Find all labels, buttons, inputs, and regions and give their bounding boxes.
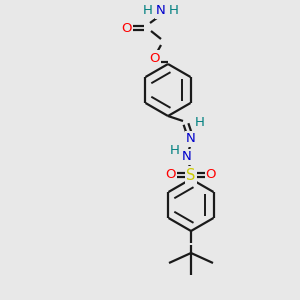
Text: S: S bbox=[186, 167, 196, 182]
Text: N: N bbox=[156, 4, 166, 17]
Text: N: N bbox=[182, 151, 192, 164]
Text: H: H bbox=[195, 116, 205, 128]
Text: O: O bbox=[122, 22, 132, 34]
Text: O: O bbox=[206, 169, 216, 182]
Text: H: H bbox=[169, 4, 179, 17]
Text: N: N bbox=[186, 133, 196, 146]
Text: O: O bbox=[166, 169, 176, 182]
Text: H: H bbox=[170, 145, 180, 158]
Text: O: O bbox=[150, 52, 160, 64]
Text: H: H bbox=[143, 4, 153, 17]
